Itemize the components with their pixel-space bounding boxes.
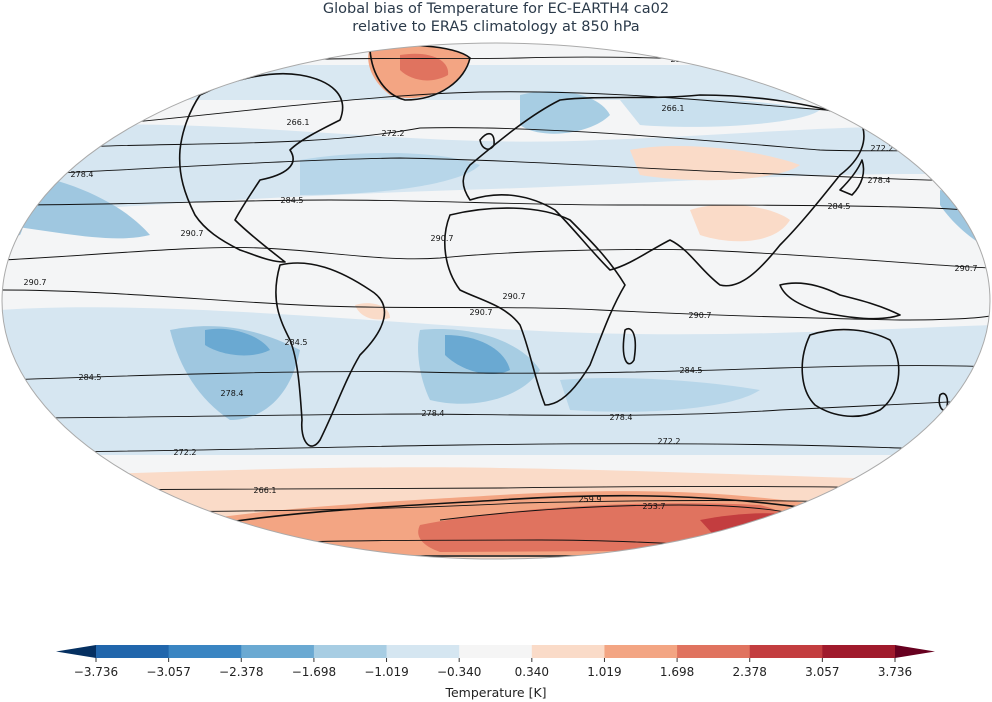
colorbar-tick-label: −1.698 [292, 665, 336, 679]
contour-label: 278.4 [71, 170, 94, 179]
maritime-continent-coast [779, 282, 901, 320]
contour-label: 253.7 [243, 540, 266, 549]
red-central-asia [630, 145, 800, 181]
contour-label: 247.6 [252, 541, 275, 550]
contour-label: 259.9 [229, 58, 252, 67]
colorbar-tick-label: −3.057 [146, 665, 190, 679]
contour-label: 266.1 [287, 118, 310, 127]
madagascar-coast [622, 328, 637, 365]
contour-284-5-north [4, 199, 990, 213]
colorbar-tick-label: 1.698 [660, 665, 694, 679]
blue-namibia-core [445, 335, 510, 375]
contour-284-5-south [2, 365, 990, 381]
japan-coast [839, 159, 865, 196]
contour-278-4-south [4, 399, 990, 419]
blue-band-north-mid [2, 124, 990, 215]
colorbar-tick-label: −1.019 [364, 665, 408, 679]
contour-label: 266.1 [662, 104, 685, 113]
globe-outline [1, 42, 991, 560]
contour-label: 284.5 [285, 338, 308, 347]
colorbar-label: Temperature [K] [444, 685, 546, 700]
red-tibet [690, 204, 790, 242]
red-greenland-core [400, 53, 449, 81]
colorbar-tick-label: −3.736 [74, 665, 118, 679]
contour-290-7-north [2, 247, 990, 269]
contour-label: 272.2 [658, 437, 681, 446]
south-america-coast [275, 262, 386, 447]
contour-label: 278.4 [868, 176, 891, 185]
colorbar-extend-high [895, 645, 935, 658]
blue-band-arctic [2, 65, 990, 100]
contour-label: 259.9 [121, 507, 144, 516]
colorbar-segment [96, 645, 170, 658]
contour-label: 266.1 [849, 484, 872, 493]
colorbar-segment [531, 645, 605, 658]
colorbar-segment [241, 645, 315, 658]
red-kamchatka [850, 99, 883, 127]
contour-label: 290.7 [431, 234, 454, 243]
contours [2, 56, 990, 549]
contour-label: 266.1 [254, 486, 277, 495]
blue-scandinavia [520, 91, 610, 134]
australia-coast [801, 328, 900, 418]
blue-indian-ocean [560, 378, 760, 412]
colorbar-segment [822, 645, 896, 658]
colorbar-ticks: −3.736 −3.057 −2.378 −1.698 −1.019 −0.340 0.34… [74, 658, 912, 679]
contour-253-7-south [439, 504, 801, 521]
contour-label: 284.5 [79, 373, 102, 382]
colorbar-tick-label: 3.057 [805, 665, 839, 679]
contour-label: 259.9 [579, 495, 602, 504]
colorbar-segment [168, 645, 242, 658]
chart-title-line1: Global bias of Temperature for EC-EARTH4… [322, 1, 670, 17]
colorbar-segment [749, 645, 823, 658]
colorbar-tick-label: 3.736 [878, 665, 912, 679]
contour-label: 284.5 [828, 202, 851, 211]
contour-label: 247.6 [739, 543, 762, 552]
contour-label: 278.4 [422, 409, 445, 418]
contour-label: 253.7 [643, 502, 666, 511]
contour-278-4-north [9, 157, 986, 181]
colorbar-segment [677, 645, 751, 658]
colorbar-segments [56, 645, 935, 658]
colorbar-extend-low [56, 645, 96, 658]
contour-272-2-north [29, 127, 971, 152]
contour-label: 284.5 [680, 366, 703, 375]
europe-asia-coast [462, 94, 865, 287]
contour-label: 278.4 [610, 413, 633, 422]
africa-coast [444, 207, 626, 406]
contour-label: 272.2 [382, 129, 405, 138]
contour-label: 290.7 [503, 292, 526, 301]
chart-title-line2: relative to ERA5 climatology at 850 hPa [352, 19, 640, 35]
contour-label: 290.7 [24, 278, 47, 287]
colorbar-segment [459, 645, 533, 658]
contour-label: 290.7 [689, 311, 712, 320]
contour-label: 272.2 [871, 144, 894, 153]
blue-peru-core [205, 328, 270, 356]
colorbar-segment [386, 645, 460, 658]
contour-label: 290.7 [955, 264, 978, 273]
colorbar-segment [313, 645, 388, 658]
colorbar-tick-label: 1.019 [587, 665, 621, 679]
colorbar-tick-label: −0.340 [437, 665, 481, 679]
colorbar-tick-label: −2.378 [219, 665, 263, 679]
uk-coast [479, 132, 495, 150]
contour-label: 272.2 [174, 448, 197, 457]
red-east-antarctica-max [700, 513, 810, 543]
colorbar-tick-label: 0.340 [515, 665, 549, 679]
contour-label: 259.9 [671, 55, 694, 64]
antarctica-coast [203, 494, 824, 557]
colorbar-segment [604, 645, 678, 658]
contour-label: 278.4 [221, 389, 244, 398]
contour-label: 290.7 [470, 308, 493, 317]
contour-290-7-south [2, 289, 990, 321]
contour-label: 284.5 [281, 196, 304, 205]
bias-field: 259.9 259.9 266.1 266.1 272.2 272.2 278.… [2, 43, 990, 559]
colorbar-tick-label: 2.378 [733, 665, 767, 679]
contour-label: 290.7 [181, 229, 204, 238]
blue-north-atlantic [300, 153, 480, 195]
north-america-coast [178, 72, 344, 263]
colorbar: −3.736 −3.057 −2.378 −1.698 −1.019 −0.340 0.34… [56, 645, 935, 700]
